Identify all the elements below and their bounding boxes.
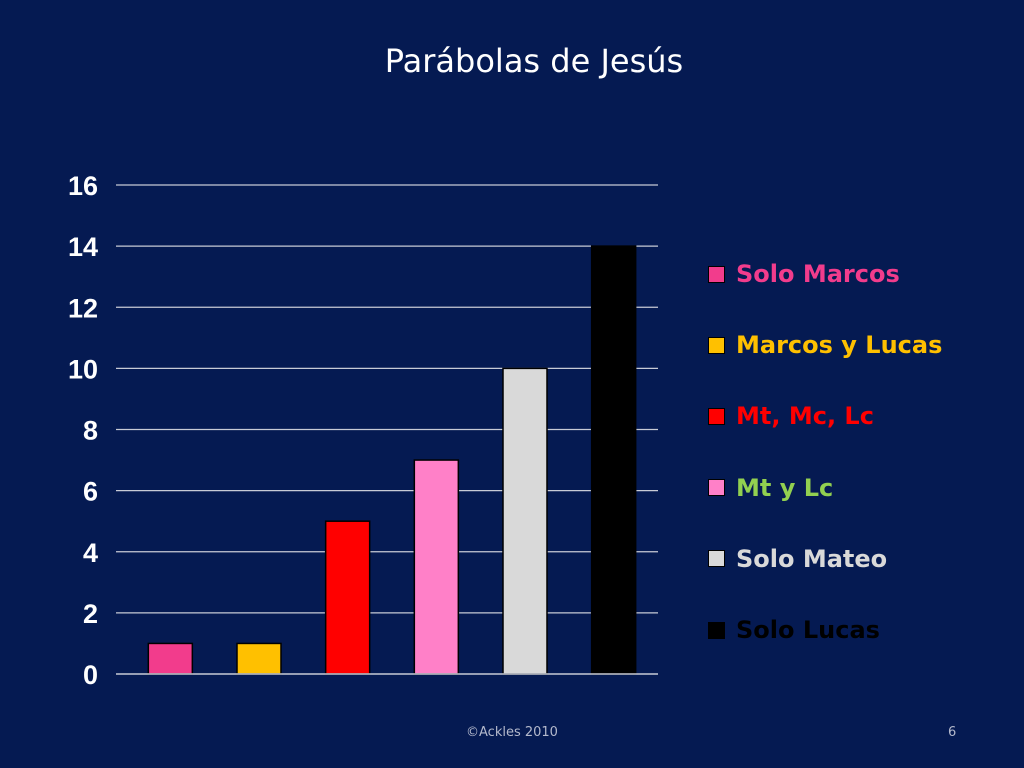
y-tick-label: 6 <box>83 477 98 507</box>
y-tick-label: 4 <box>83 538 98 568</box>
bar-solo-mateo <box>502 367 548 675</box>
legend-swatch <box>708 550 725 568</box>
legend-label: Mt, Mc, Lc <box>736 402 874 431</box>
legend-swatch <box>708 336 725 354</box>
bar-marcos-y-lucas <box>236 642 282 675</box>
bar-mt-mc-lc <box>324 520 371 675</box>
y-axis-ticks: 0 2 4 6 8 10 12 14 16 <box>68 171 98 690</box>
y-tick-label: 10 <box>68 354 98 384</box>
y-tick-label: 16 <box>68 171 98 201</box>
legend-item: Marcos y Lucas <box>708 325 942 365</box>
gridlines <box>116 184 658 614</box>
bar-mt-y-lc <box>413 459 460 675</box>
y-tick-label: 14 <box>68 232 98 262</box>
bar-solo-marcos <box>147 642 194 675</box>
legend-item: Solo Mateo <box>708 539 887 579</box>
bar-solo-lucas <box>590 245 637 675</box>
y-tick-label: 2 <box>83 599 98 629</box>
legend-swatch <box>708 621 725 639</box>
slide-page-number: 6 <box>948 725 957 740</box>
legend-item: Mt, Mc, Lc <box>708 396 874 436</box>
footer-copyright: ©Ackles 2010 <box>466 725 558 740</box>
y-tick-label: 8 <box>83 416 98 446</box>
legend-label: Solo Lucas <box>736 616 880 644</box>
y-tick-label: 12 <box>68 293 98 323</box>
bars <box>147 245 637 675</box>
legend-swatch <box>708 407 725 425</box>
legend-swatch <box>708 265 725 283</box>
legend-label: Solo Mateo <box>736 544 888 573</box>
legend-item: Mt y Lc <box>708 468 833 508</box>
legend-label: Mt y Lc <box>736 473 834 502</box>
chart-title: Parábolas de Jesús <box>384 42 684 80</box>
legend-item: Solo Lucas <box>708 610 880 650</box>
legend-label: Marcos y Lucas <box>736 331 943 360</box>
legend-label: Solo Marcos <box>736 260 900 288</box>
legend-swatch <box>708 479 725 497</box>
y-tick-label: 0 <box>83 660 98 690</box>
legend-item: Solo Marcos <box>708 254 900 294</box>
